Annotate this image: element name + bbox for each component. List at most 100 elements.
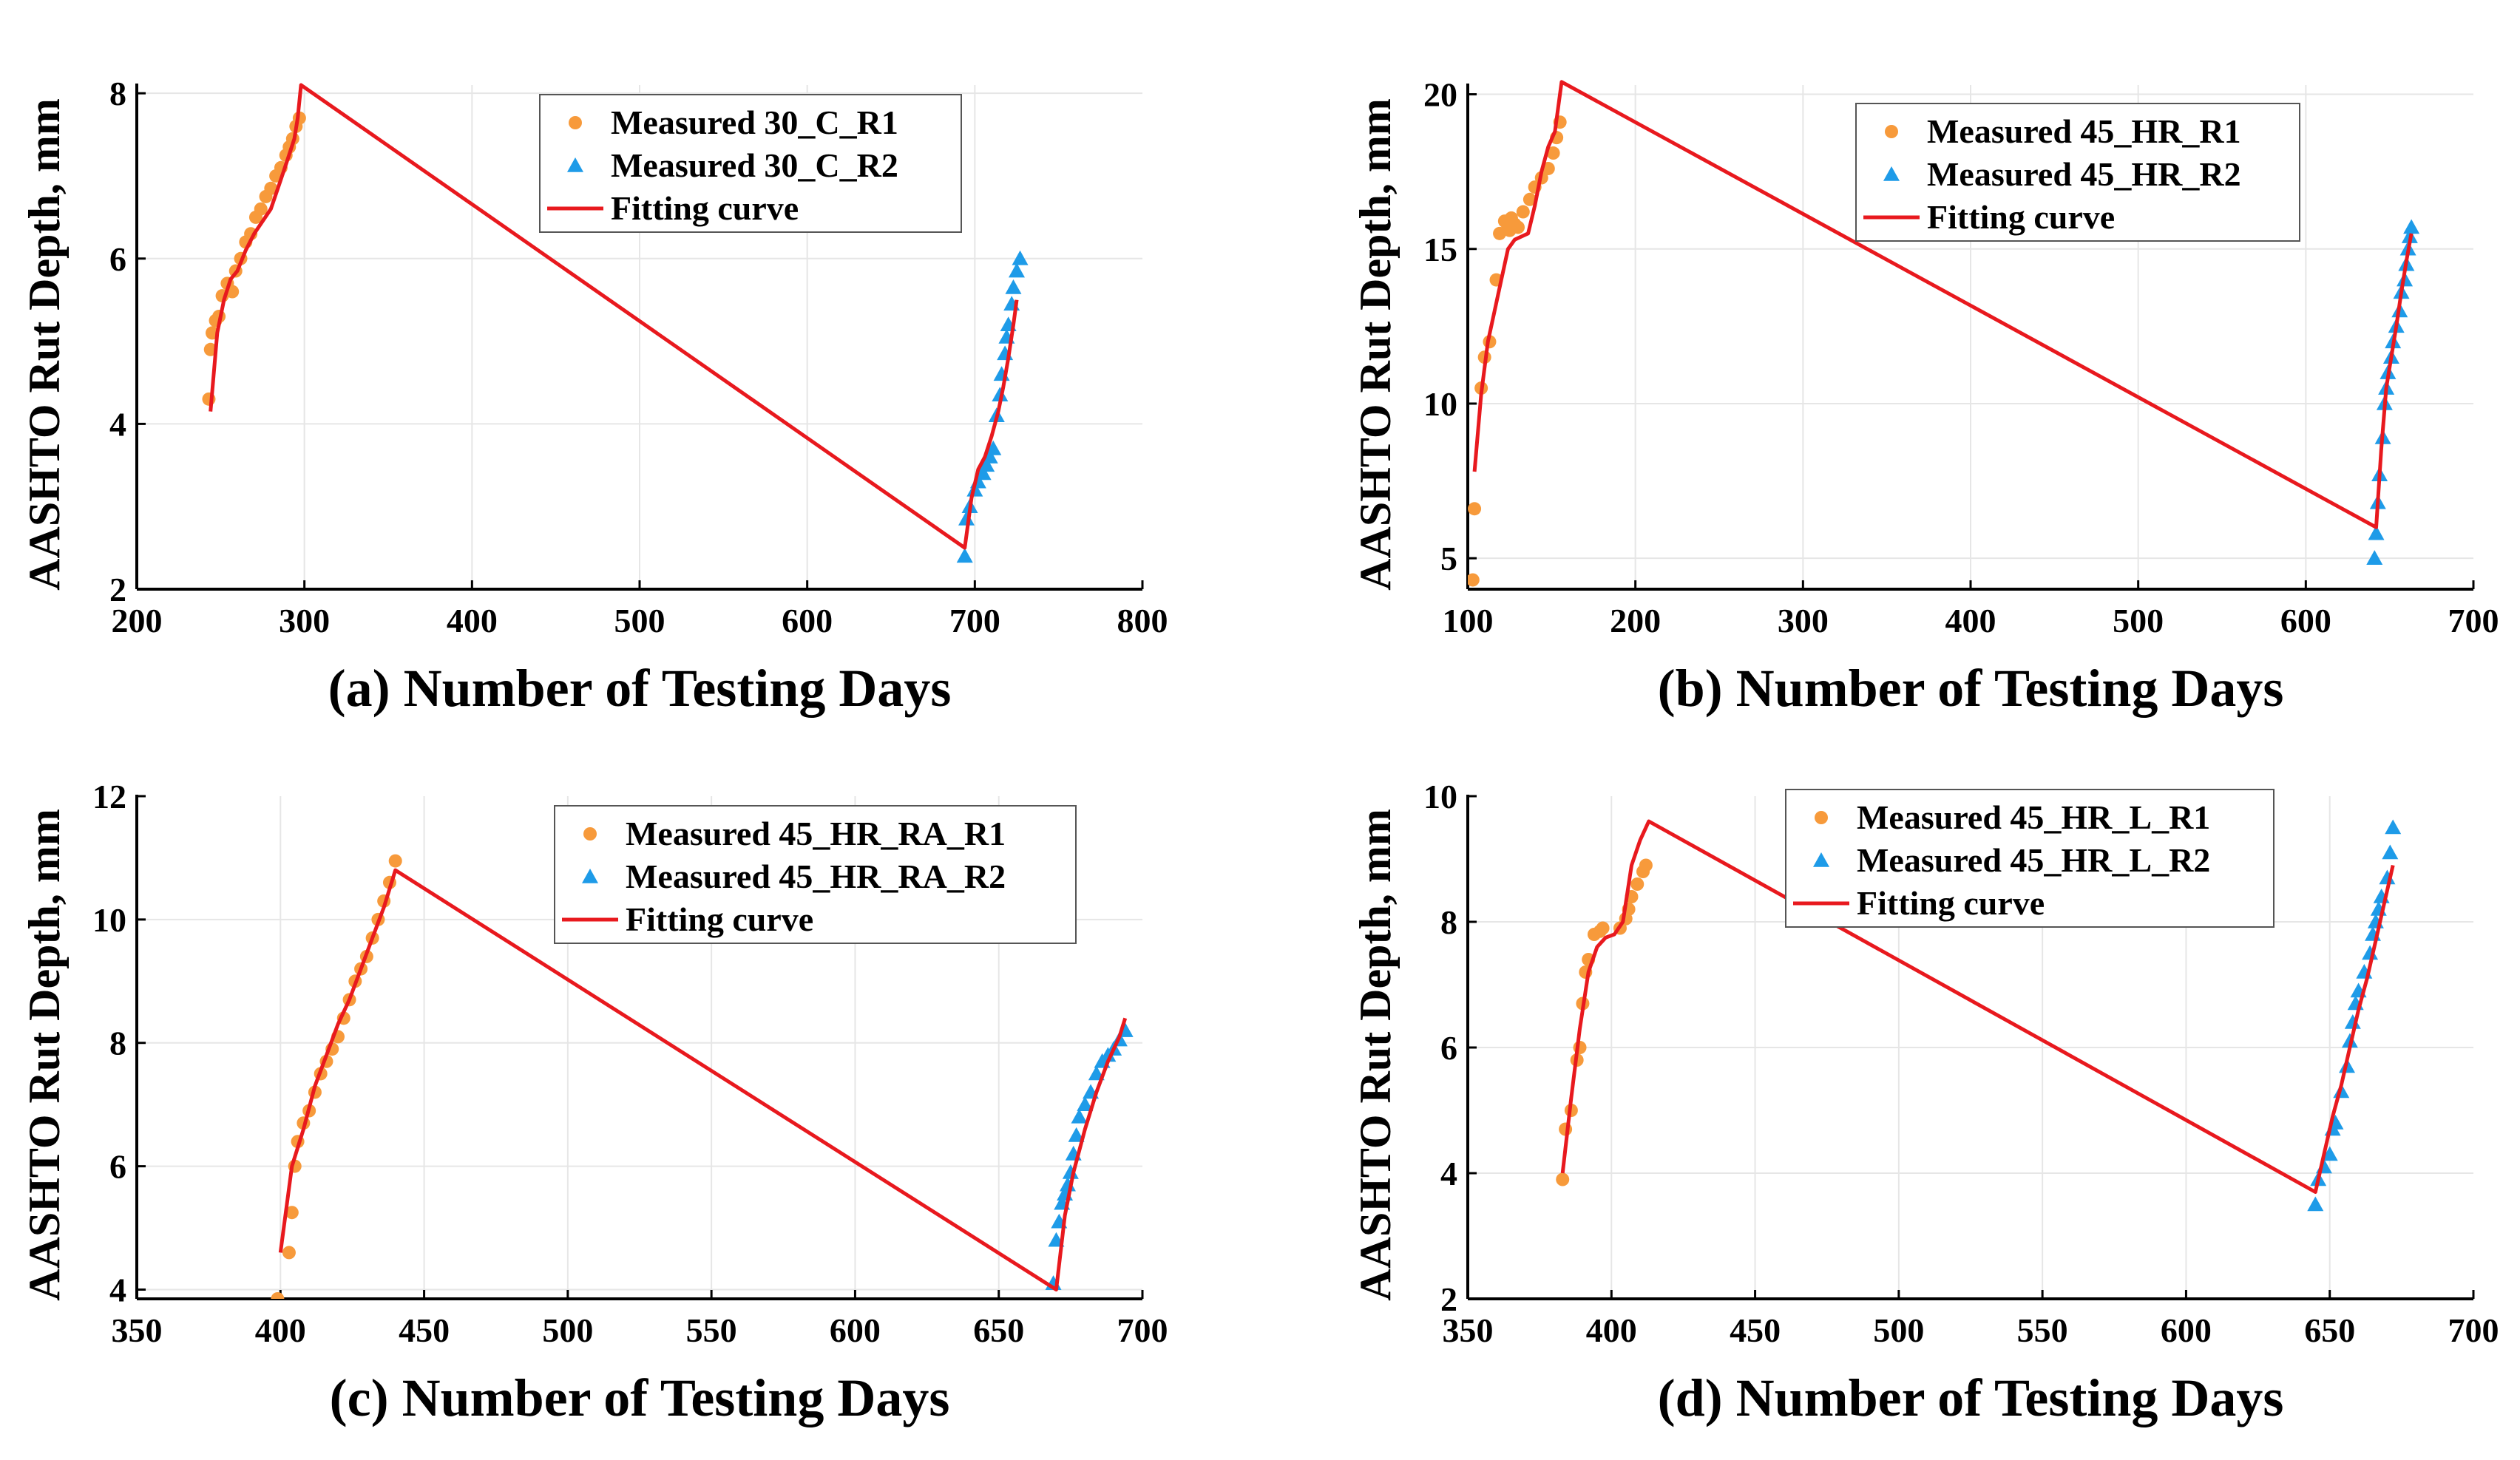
x-tick-label: 650 [973, 1311, 1024, 1349]
data-point-r2 [2321, 1146, 2338, 1161]
data-point-r1 [254, 202, 268, 216]
legend-box [1785, 789, 2275, 928]
x-tick-label: 450 [1730, 1311, 1781, 1349]
data-point-r2 [1077, 1096, 1094, 1111]
data-point-r2 [978, 457, 995, 472]
plot-area [1556, 819, 2402, 1212]
legend-label: Fitting curve [611, 189, 799, 227]
legend-label: Measured 45_HR_R1 [1927, 112, 2241, 150]
data-point-r2 [2403, 219, 2420, 234]
x-tick-label: 650 [2304, 1311, 2355, 1349]
data-point-r2 [985, 440, 1002, 455]
data-point-r1 [271, 1292, 285, 1299]
x-tick-label: 600 [2280, 602, 2331, 639]
legend-label: Fitting curve [1927, 198, 2115, 236]
legend-label: Fitting curve [626, 900, 813, 938]
legend-label: Measured 45_HR_L_R1 [1857, 798, 2210, 836]
x-axis-title: (a) Number of Testing Days [328, 659, 952, 718]
y-axis-title: AASHTO Rut Depth, mm [1351, 809, 1400, 1301]
data-point-r1 [1468, 502, 1482, 516]
x-tick-label: 400 [1586, 1311, 1637, 1349]
legend-label: Measured 45_HR_RA_R2 [626, 858, 1006, 895]
x-tick-label: 300 [279, 602, 330, 639]
x-axis-title: (d) Number of Testing Days [1658, 1368, 2284, 1427]
y-tick-label: 8 [109, 1025, 126, 1062]
legend-label: Measured 30_C_R2 [611, 146, 898, 184]
x-tick-label: 100 [1443, 602, 1494, 639]
x-tick-label: 550 [686, 1311, 737, 1349]
y-tick-label: 6 [109, 1148, 126, 1186]
y-tick-label: 12 [92, 778, 126, 815]
x-tick-label: 350 [112, 1311, 163, 1349]
x-tick-label: 700 [2448, 1311, 2499, 1349]
data-point-r1 [1639, 858, 1653, 872]
legend-label: Measured 45_HR_RA_R1 [626, 815, 1006, 852]
data-point-r2 [981, 449, 998, 464]
legend-swatch-r1 [1815, 811, 1828, 824]
y-tick-label: 8 [1440, 903, 1457, 941]
chart-panel-a: 200 300 400 500 600 700 800 2 4 6 8 (a) Number of T… [20, 75, 1168, 718]
y-tick-label: 10 [92, 901, 126, 939]
y-tick-label: 10 [1423, 385, 1457, 423]
legend-swatch-r1 [569, 116, 582, 129]
legend-swatch-r1 [583, 827, 597, 841]
data-point-r1 [282, 1246, 296, 1260]
legend-label: Measured 45_HR_R2 [1927, 155, 2241, 193]
legend-swatch-r2 [582, 869, 598, 883]
x-tick-label: 350 [1443, 1311, 1494, 1349]
x-tick-label: 500 [1873, 1311, 1924, 1349]
x-tick-label: 800 [1117, 602, 1168, 639]
data-point-r2 [1071, 1108, 1088, 1124]
x-tick-label: 200 [112, 602, 163, 639]
y-axis-title: AASHTO Rut Depth, mm [1351, 98, 1400, 591]
plot-area [202, 83, 1029, 563]
x-tick-label: 600 [2161, 1311, 2212, 1349]
plot-area [271, 854, 1134, 1299]
legend-swatch-r2 [567, 157, 583, 172]
data-point-r2 [1012, 250, 1029, 265]
x-tick-label: 700 [1117, 1311, 1168, 1349]
legend-box [539, 94, 962, 233]
data-point-r1 [1630, 877, 1645, 891]
x-tick-label: 600 [830, 1311, 881, 1349]
fitting-curve-line [209, 83, 1019, 550]
y-tick-label: 2 [1440, 1280, 1457, 1318]
data-point-r2 [956, 548, 973, 563]
data-point-r1 [1511, 220, 1525, 234]
x-tick-label: 500 [2113, 602, 2164, 639]
data-point-r2 [2307, 1196, 2324, 1212]
y-tick-label: 2 [109, 571, 126, 608]
x-tick-label: 300 [1778, 602, 1829, 639]
legend-swatch-r2 [1883, 166, 1900, 181]
data-point-r1 [388, 854, 402, 868]
x-axis-title: (b) Number of Testing Days [1658, 659, 2284, 718]
data-point-r1 [1556, 1172, 1570, 1186]
data-point-r1 [1468, 573, 1480, 587]
y-tick-label: 4 [109, 405, 126, 443]
plot-area [1468, 80, 2420, 587]
data-point-r2 [2385, 819, 2402, 835]
chart-panel-b: 100 200 300 400 500 600 700 5 10 15 20 (b) Number o… [1351, 76, 2499, 718]
data-point-r2 [2368, 525, 2385, 540]
fitting-curve-line [1560, 819, 2395, 1194]
x-axis-title: (c) Number of Testing Days [330, 1368, 950, 1427]
y-tick-label: 15 [1423, 231, 1457, 268]
data-point-r2 [2366, 550, 2383, 565]
y-tick-label: 4 [1440, 1155, 1457, 1192]
chart-panel-c: 350 400 450 500 550 600 650 700 4 6 8 10 12 (c) Numbe… [20, 778, 1168, 1427]
data-point-r2 [958, 510, 975, 526]
data-point-r1 [1546, 146, 1560, 160]
x-tick-label: 700 [2448, 602, 2499, 639]
y-tick-label: 6 [109, 240, 126, 278]
data-point-r2 [2382, 844, 2399, 860]
fitting-curve-line [1472, 80, 2414, 529]
y-tick-label: 8 [109, 75, 126, 112]
data-point-r2 [1068, 1127, 1085, 1142]
y-tick-label: 4 [109, 1271, 126, 1308]
data-point-r1 [1596, 921, 1610, 935]
legend-box [1855, 103, 2300, 242]
data-point-r1 [1516, 205, 1530, 219]
data-point-r2 [975, 465, 992, 481]
x-tick-label: 200 [1610, 602, 1661, 639]
x-tick-label: 700 [949, 602, 1000, 639]
